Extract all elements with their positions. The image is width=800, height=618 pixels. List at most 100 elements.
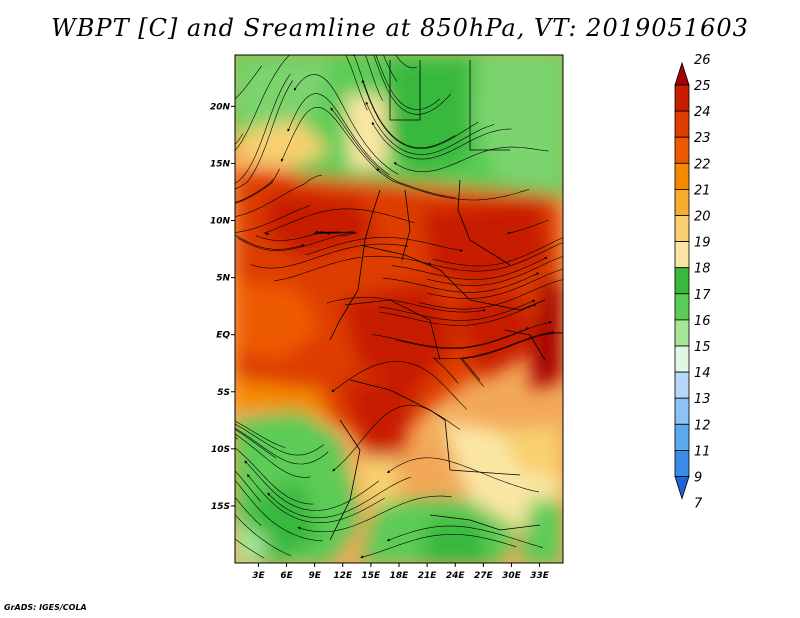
colorbar-segment: [674, 162, 690, 190]
streamline: [235, 514, 292, 556]
streamline: [235, 420, 286, 448]
colorbar-label: 23: [694, 131, 711, 146]
streamline: [332, 404, 461, 472]
streamline: [427, 254, 563, 286]
wbpt-field: [235, 55, 563, 563]
streamline: [395, 55, 417, 69]
streamline: [326, 297, 486, 313]
colorbar-label: 7: [694, 497, 703, 512]
streamline: [428, 242, 563, 272]
streamline: [371, 121, 512, 160]
colorbar-segment: [674, 241, 690, 269]
y-tick-label: 15S: [211, 502, 230, 512]
y-tick-label: 5S: [217, 388, 230, 398]
streamline: [352, 55, 456, 149]
streamline: [305, 236, 464, 256]
streamline: [391, 257, 548, 280]
x-tick-label: 27E: [474, 571, 494, 581]
chart-title: WBPT [C] and Sreamline at 850hPa, VT: 20…: [51, 14, 749, 42]
x-tick-label: 9E: [308, 571, 321, 581]
colorbar-segment: [674, 84, 690, 112]
colorbar-segment: [674, 188, 690, 216]
y-tick-label: EQ: [216, 331, 230, 341]
colorbar-label: 13: [694, 392, 711, 407]
colorbar-label: 17: [694, 288, 711, 303]
colorbar-label: 21: [694, 183, 711, 198]
streamline: [247, 474, 385, 523]
streamline: [345, 55, 368, 111]
colorbar-label: 12: [694, 418, 711, 433]
colorbar-label: 19: [694, 236, 711, 251]
streamline: [374, 55, 440, 110]
streamline: [393, 146, 549, 173]
streamline: [365, 55, 383, 101]
streamline: [235, 427, 329, 465]
colorbar-label: 22: [694, 157, 711, 172]
colorbar-label: 26: [694, 53, 711, 68]
x-tick-label: 18E: [390, 571, 410, 581]
streamline: [382, 272, 540, 293]
streamline: [235, 433, 311, 478]
streamline: [235, 73, 291, 184]
streamline: [235, 80, 294, 191]
streamline: [330, 107, 456, 198]
streamline: [280, 106, 382, 174]
x-tick-label: 21E: [418, 571, 438, 581]
streamline: [297, 495, 452, 533]
colorbar-segment: [674, 423, 690, 451]
grads-credit: GrADS: IGES/COLA: [4, 603, 87, 612]
streamline: [235, 538, 265, 559]
streamline: [235, 133, 244, 145]
streamline: [418, 279, 563, 310]
streamline: [274, 255, 432, 281]
streamline: [235, 479, 323, 542]
y-tick-label: 10S: [211, 445, 230, 455]
colorbar-segment: [674, 267, 690, 295]
y-tick-label: 15N: [210, 159, 231, 169]
country-borders: [329, 60, 546, 541]
streamlines: [235, 55, 563, 559]
x-tick-label: 33E: [530, 571, 550, 581]
colorbar-segment: [674, 293, 690, 321]
streamline: [255, 231, 323, 241]
streamline: [293, 74, 399, 175]
streamline: [235, 65, 263, 100]
streamline: [372, 55, 451, 115]
x-tick-label: 12E: [333, 571, 353, 581]
colorbar-label: 16: [694, 314, 711, 329]
streamline: [331, 361, 468, 410]
colorbar: 26 25 24 23 22 21 20 19 18 17 16 15 14 13 12 11 9 7: [674, 53, 711, 512]
colorbar-label: 15: [694, 340, 711, 355]
colorbar-segment: [674, 319, 690, 347]
x-tick-label: 15E: [362, 571, 382, 581]
streamline: [250, 243, 409, 269]
colorbar-top-arrow: [674, 61, 690, 86]
colorbar-segment: [674, 371, 690, 399]
streamline: [235, 496, 262, 526]
streamline: [263, 208, 415, 236]
x-tick-label: 6E: [280, 571, 293, 581]
streamline: [287, 93, 390, 176]
streamline: [235, 423, 324, 456]
colorbar-label: 25: [694, 79, 711, 94]
colorbar-label: 14: [694, 366, 711, 381]
plot-area: 3E 6E 9E 12E 15E 18E 21E 24E 27E 30E 33E 20N 15N 10N…: [210, 54, 564, 581]
colorbar-segment: [674, 345, 690, 373]
colorbar-bottom-arrow: [674, 476, 690, 500]
colorbar-segment: [674, 397, 690, 425]
streamline: [235, 55, 290, 151]
streamline: [386, 525, 544, 548]
colorbar-segment: [674, 449, 690, 477]
x-tick-label: 24E: [446, 571, 466, 581]
streamline: [395, 321, 553, 349]
colorbar-segment: [674, 136, 690, 164]
streamline: [237, 231, 353, 251]
streamline: [267, 476, 412, 519]
colorbar-label: 18: [694, 262, 711, 277]
streamline: [360, 534, 517, 559]
y-axis: 20N 15N 10N 5N EQ 5S 10S 15S: [210, 102, 235, 512]
streamline: [235, 174, 322, 217]
colorbar-label: 9: [694, 471, 702, 486]
y-tick-label: 20N: [210, 102, 231, 112]
streamline: [235, 168, 280, 205]
